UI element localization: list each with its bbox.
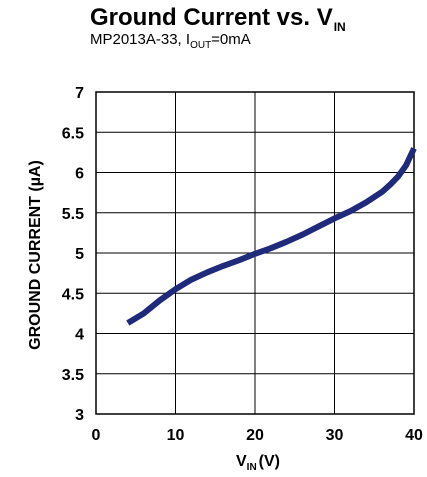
chart-subtitle-part-a: MP2013A-33, I <box>90 31 191 48</box>
y-tick-label: 4 <box>75 327 84 344</box>
y-axis-label: GROUND CURRENT (µA) <box>27 160 44 350</box>
y-axis-ticks: 3 3.5 4 4.5 5 5.5 6 6.5 7 <box>62 85 84 424</box>
chart-title: Ground Current vs. VIN <box>90 4 346 34</box>
x-tick-label: 10 <box>167 427 185 444</box>
x-tick-label: 0 <box>92 427 101 444</box>
chart-subtitle-subscript: OUT <box>190 40 212 51</box>
x-tick-label: 30 <box>326 427 344 444</box>
y-tick-label: 5.5 <box>62 206 84 223</box>
chart-subtitle-part-b: =0mA <box>211 31 251 48</box>
plot-frame <box>95 91 415 415</box>
series-line-ground-current <box>126 147 417 326</box>
x-axis-ticks: 0 10 20 30 40 <box>92 427 423 444</box>
x-axis-label-unit: (V) <box>259 453 280 470</box>
x-tick-label: 40 <box>405 427 423 444</box>
y-tick-label: 7 <box>75 85 84 102</box>
y-tick-label: 5 <box>75 246 84 263</box>
x-tick-label: 20 <box>246 427 264 444</box>
y-tick-label: 3 <box>75 407 84 424</box>
y-tick-label: 3.5 <box>62 367 84 384</box>
x-axis-label-subscript: IN <box>247 462 257 473</box>
y-tick-label: 6.5 <box>62 125 84 142</box>
chart-title-main: Ground Current vs. V <box>90 4 333 31</box>
chart-subtitle: MP2013A-33, IOUT=0mA <box>90 32 251 51</box>
chart-title-subscript: IN <box>333 20 346 34</box>
y-tick-label: 6 <box>75 166 84 183</box>
y-tick-label: 4.5 <box>62 286 84 303</box>
x-axis-label: VIN (V) <box>236 453 280 473</box>
x-axis-label-main: V <box>236 453 247 470</box>
